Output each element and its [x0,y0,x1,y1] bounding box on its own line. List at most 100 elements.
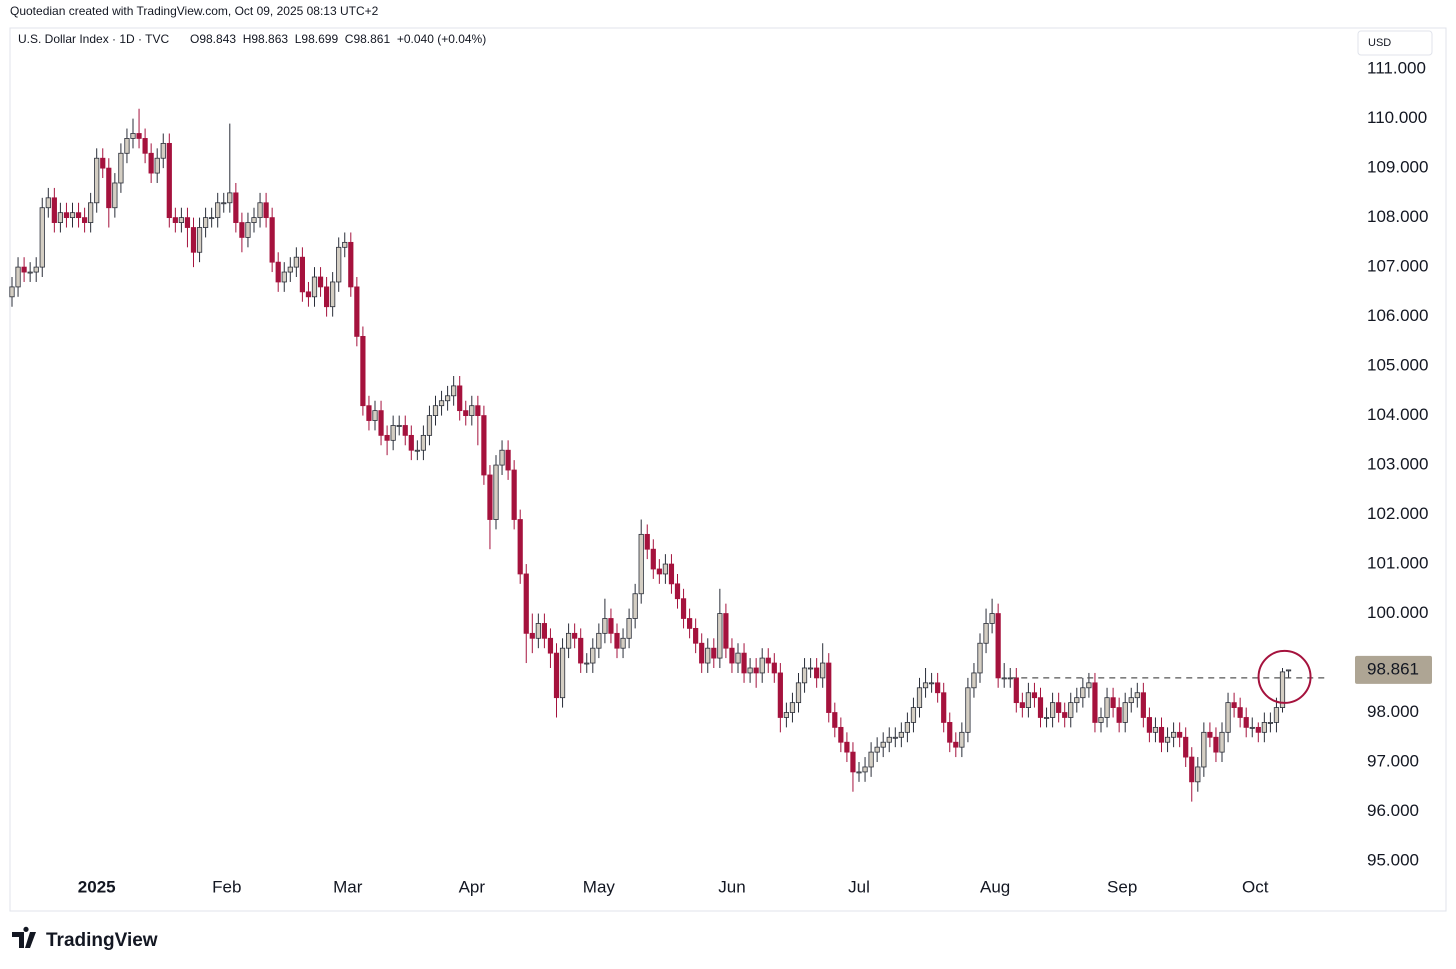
y-tick-label: 103.000 [1367,455,1428,474]
candle-body [620,637,626,649]
candle-body [1043,717,1050,719]
candle-body [674,583,681,600]
candle-body [765,657,771,664]
candle-body [795,682,802,704]
candle-body [814,667,820,679]
candle-body [632,593,638,619]
ohlc-legend: O98.843 H98.863 L98.699 C98.861 +0.040 (… [190,32,486,46]
candle-body [983,623,989,644]
candle-body [1080,687,1086,699]
candle-body [9,286,15,298]
candle-body [469,405,475,416]
candle-body [850,751,856,773]
candle-body [414,449,420,452]
candle-body [1171,731,1177,738]
candle-body [1019,702,1025,708]
candle-body [777,672,783,718]
candle-body [1231,702,1237,708]
candle-body [1249,726,1255,729]
candle-body [898,731,904,738]
candle-body [1267,722,1273,724]
currency-box [1357,30,1433,56]
candle-body [572,632,578,639]
candle-body [1074,697,1080,704]
candle-body [1285,669,1292,672]
candle-body [336,246,342,283]
candle-body [747,667,753,674]
candle-body [602,618,608,634]
candle-body [929,682,935,685]
last-price-label: 98.861 [1367,659,1419,678]
candle-body [444,395,451,402]
candle-body [1195,766,1201,783]
attribution: Quotedian created with TradingView.com, … [10,4,379,18]
candle-body [638,533,644,595]
highlight-circle [1257,649,1312,704]
currency-label: USD [1368,37,1391,49]
candle-body [481,415,487,476]
candle-body [1164,736,1171,743]
chart-frame [9,27,1447,912]
candle-body [15,266,21,288]
candle-body [239,222,245,238]
candle-body [142,138,148,154]
candle-body [275,261,281,283]
candle-body [1183,736,1189,758]
candle-body [753,667,759,674]
candle-body [257,202,263,219]
candle-body [741,652,747,674]
candle-body [463,410,469,416]
candle-body [1279,671,1286,708]
candle-body [916,687,923,708]
x-tick-label: Apr [459,877,486,896]
candle-body [166,142,172,219]
candle-body [112,182,118,209]
candle-body [33,266,39,273]
y-tick-label: 97.000 [1367,752,1419,771]
x-tick-label: Jun [718,877,745,896]
candle-body [45,197,51,209]
candle-body [1116,707,1122,723]
candle-body [408,434,414,451]
candle-body [330,281,336,308]
candle-body [868,751,874,768]
y-tick-label: 102.000 [1367,504,1428,523]
candle-body [614,632,620,649]
candle-body [886,736,892,743]
x-tick-label: Feb [212,877,241,896]
candle-body [1110,697,1116,708]
candle-body [541,623,548,639]
candle-body [94,157,100,204]
candle-body [172,217,178,223]
candle-body [475,405,481,416]
candle-body [487,474,493,520]
candle-body [457,385,463,412]
candle-body [390,425,396,441]
candle-body [342,241,348,248]
candle-body [1104,697,1110,718]
x-tick-label: 2025 [78,877,116,896]
candle-body [124,138,130,154]
candle-body [1219,731,1225,753]
candle-body [783,712,790,718]
candle-body [51,197,57,223]
candle-body [995,613,1001,679]
candle-body [420,434,427,451]
candle-body [106,167,112,209]
candle-body [1237,707,1243,718]
candle-body [832,712,838,728]
candle-body [202,217,209,228]
y-tick-label: 95.000 [1367,850,1419,869]
candles [9,108,1292,802]
candle-body [529,632,535,639]
candle-body [438,400,445,407]
candle-body [130,133,136,139]
candle-body [608,618,614,634]
candle-body [626,618,632,639]
candle-body [1128,697,1134,704]
candle-body [1273,707,1280,723]
y-tick-label: 107.000 [1367,257,1428,276]
candle-body [578,637,584,664]
